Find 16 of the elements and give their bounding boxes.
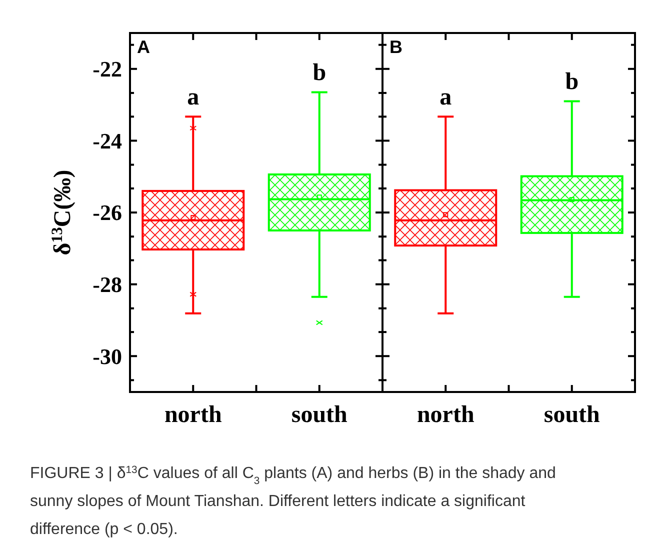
y-tick-label: -28 bbox=[92, 272, 122, 297]
annotation: a bbox=[187, 84, 200, 111]
y-tick-label: -26 bbox=[92, 200, 122, 226]
y-tick-label: -22 bbox=[92, 56, 122, 82]
annotation: b bbox=[312, 60, 326, 86]
text: FIGURE 3 | δ$^{13}$C values of all C$_{3}$ plants (A) and herbs (B) in the shady and sunny slopes of Mount Tianshan. Different letters indicate a significant difference (p < 0.05). bbox=[30, 464, 556, 538]
y-tick-label: -30 bbox=[92, 344, 122, 369]
x-tick-label: north bbox=[164, 402, 222, 428]
x-tick-label: north bbox=[416, 402, 474, 428]
chart-title: A bbox=[137, 37, 150, 57]
y-tick-label: -24 bbox=[92, 128, 122, 154]
annotation: a bbox=[440, 84, 452, 111]
x-tick-label: south bbox=[544, 402, 600, 428]
chart-title: B bbox=[390, 37, 402, 57]
x-tick-label: south bbox=[291, 402, 348, 428]
annotation: b bbox=[565, 69, 579, 96]
